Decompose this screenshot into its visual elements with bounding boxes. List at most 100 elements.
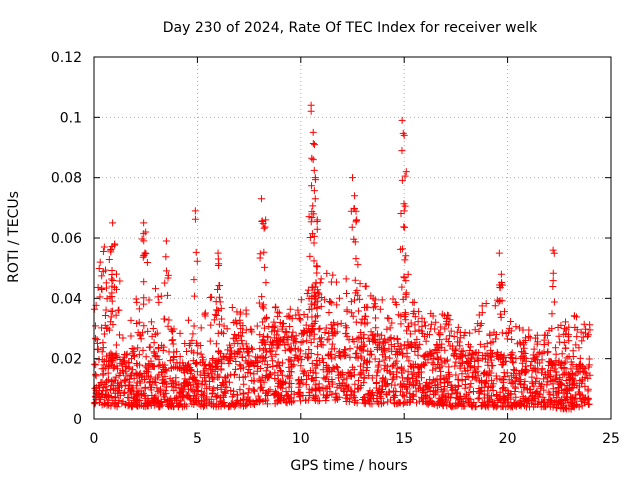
data-point — [533, 374, 541, 382]
data-point — [409, 364, 417, 372]
data-point — [539, 393, 547, 401]
data-point — [363, 357, 371, 365]
data-point — [274, 361, 282, 369]
data-point — [200, 401, 208, 409]
data-point — [277, 383, 285, 391]
data-point — [266, 371, 274, 379]
data-point — [328, 390, 336, 398]
data-point — [134, 329, 142, 337]
data-point — [353, 349, 361, 357]
data-point — [165, 348, 173, 356]
data-point — [235, 401, 243, 409]
data-point — [361, 320, 369, 328]
data-point — [433, 341, 441, 349]
data-point — [137, 335, 145, 343]
data-point — [385, 345, 393, 353]
data-point — [498, 384, 506, 392]
data-point — [292, 311, 300, 319]
data-point — [437, 323, 445, 331]
data-point — [500, 369, 508, 377]
data-point — [519, 348, 527, 356]
data-point — [345, 370, 353, 378]
data-point — [437, 386, 445, 394]
data-point — [443, 311, 451, 319]
data-point — [380, 338, 388, 346]
data-point — [368, 350, 376, 358]
data-point — [245, 397, 253, 405]
data-point — [414, 351, 422, 359]
data-point — [366, 351, 374, 359]
data-point — [584, 400, 592, 408]
data-point — [93, 336, 101, 344]
data-point — [305, 294, 313, 302]
data-point — [263, 333, 271, 341]
data-point — [163, 367, 171, 375]
data-point — [360, 341, 368, 349]
data-point — [434, 383, 442, 391]
data-point — [269, 363, 277, 371]
data-point — [401, 313, 409, 321]
data-point — [195, 400, 203, 408]
data-point — [372, 314, 380, 322]
data-point — [290, 390, 298, 398]
data-point — [540, 375, 548, 383]
data-point — [467, 401, 475, 409]
data-point — [431, 390, 439, 398]
data-point — [213, 311, 221, 319]
data-point — [478, 401, 486, 409]
data-point — [376, 335, 384, 343]
data-point — [308, 182, 316, 190]
data-point — [466, 343, 474, 351]
data-point — [212, 340, 220, 348]
data-point — [232, 335, 240, 343]
data-point — [281, 333, 289, 341]
data-point — [159, 361, 167, 369]
data-point — [545, 361, 553, 369]
data-point — [99, 248, 107, 256]
data-point — [230, 387, 238, 395]
data-point — [313, 263, 321, 271]
data-point — [367, 328, 375, 336]
data-point — [119, 334, 127, 342]
data-point — [215, 348, 223, 356]
data-point — [302, 321, 310, 329]
data-point — [400, 131, 408, 139]
data-point — [431, 325, 439, 333]
data-point — [512, 323, 520, 331]
data-point — [274, 308, 282, 316]
data-point — [167, 395, 175, 403]
data-point — [205, 383, 213, 391]
data-point — [457, 353, 465, 361]
data-point — [323, 269, 331, 277]
data-point — [139, 346, 147, 354]
data-point — [164, 274, 172, 282]
data-point — [92, 361, 100, 369]
data-point — [409, 374, 417, 382]
data-point — [507, 395, 515, 403]
data-point — [394, 335, 402, 343]
data-point — [334, 320, 342, 328]
data-point — [491, 302, 499, 310]
data-point — [190, 349, 198, 357]
data-point — [389, 295, 397, 303]
data-point — [370, 304, 378, 312]
data-point — [120, 377, 128, 385]
data-point — [419, 361, 427, 369]
data-point — [453, 388, 461, 396]
data-point — [533, 340, 541, 348]
data-point — [491, 402, 499, 410]
data-point — [405, 357, 413, 365]
data-point — [312, 313, 320, 321]
data-point — [260, 378, 268, 386]
data-point — [127, 316, 135, 324]
data-point — [399, 391, 407, 399]
data-point — [541, 331, 549, 339]
y-axis-label: ROTI / TECUs — [6, 191, 22, 283]
data-point — [497, 350, 505, 358]
data-point — [180, 379, 188, 387]
data-point — [235, 373, 243, 381]
data-point — [452, 371, 460, 379]
data-point — [343, 306, 351, 314]
data-point — [236, 308, 244, 316]
data-point — [281, 346, 289, 354]
